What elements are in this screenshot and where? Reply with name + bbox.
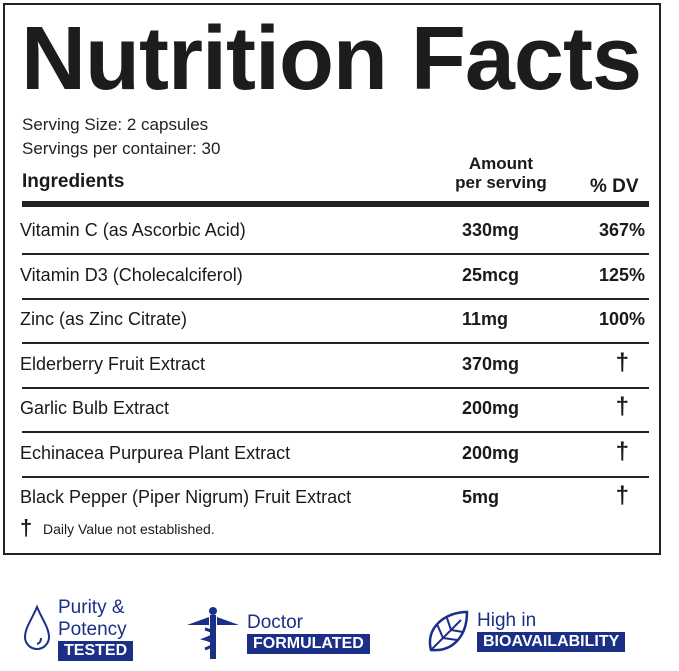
- thick-divider: [22, 201, 649, 207]
- table-row: Echinacea Purpurea Plant Extract 200mg †: [5, 432, 663, 476]
- amount-per-serving: 25mcg: [462, 264, 520, 285]
- badge-doctor: Doctor FORMULATED: [185, 605, 370, 661]
- ingredient-name: Garlic Bulb Extract: [20, 398, 170, 418]
- amount-per-serving: 200mg: [462, 442, 520, 463]
- droplet-icon: [23, 604, 51, 650]
- caduceus-icon: [187, 607, 239, 659]
- daily-value: 100%: [598, 309, 645, 329]
- footnote-text: Daily Value not established.: [43, 521, 215, 537]
- badge-box: BIOAVAILABILITY: [477, 632, 626, 652]
- table-row: Vitamin C (as Ascorbic Acid) 330mg 367%: [5, 209, 663, 253]
- table-row: Elderberry Fruit Extract 370mg †: [5, 343, 663, 387]
- serving-size: Serving Size: 2 capsules: [22, 115, 209, 134]
- row-divider: [22, 386, 649, 389]
- ingredient-name: Black Pepper (Piper Nigrum) Fruit Extrac…: [20, 487, 352, 507]
- table-row: Zinc (as Zinc Citrate) 11mg 100%: [5, 298, 663, 342]
- amount-per-serving: 370mg: [462, 353, 520, 374]
- daily-value: †: [615, 437, 629, 465]
- badge-line1: Doctor: [247, 612, 303, 633]
- dv-header: % DV: [590, 176, 639, 197]
- amount-header: Amount per serving: [441, 154, 561, 192]
- ingredients-header: Ingredients: [22, 171, 125, 192]
- amount-header-line2: per serving: [455, 173, 547, 192]
- amount-header-line1: Amount: [468, 154, 534, 173]
- amount-per-serving: 200mg: [462, 398, 520, 418]
- row-divider: [22, 431, 649, 433]
- table-row: Vitamin D3 (Cholecalciferol) 25mcg 125%: [5, 254, 663, 298]
- badge-purity: Purity & Potency TESTED: [22, 597, 134, 661]
- row-divider: [22, 475, 649, 478]
- row-divider: [22, 297, 649, 300]
- daily-value: †: [615, 348, 629, 376]
- amount-per-serving: 11mg: [462, 309, 509, 329]
- row-divider: [22, 253, 649, 255]
- dagger-symbol: †: [20, 515, 33, 540]
- amount-per-serving: 5mg: [462, 487, 500, 507]
- badge-bioavailability: High in BIOAVAILABILITY: [425, 608, 626, 654]
- ingredient-name: Echinacea Purpurea Plant Extract: [20, 442, 291, 463]
- daily-value: 125%: [598, 264, 645, 285]
- page-title: Nutrition Facts: [21, 9, 642, 109]
- daily-value: 367%: [598, 220, 645, 240]
- ingredient-name: Elderberry Fruit Extract: [20, 353, 206, 374]
- badge-line2: Potency: [58, 619, 127, 640]
- leaf-icon: [428, 610, 469, 652]
- badge-box: FORMULATED: [247, 634, 370, 654]
- badge-line1: High in: [477, 610, 537, 631]
- amount-per-serving: 330mg: [462, 220, 520, 240]
- badge-line1: Purity &: [58, 597, 125, 618]
- ingredient-name: Zinc (as Zinc Citrate): [20, 309, 188, 329]
- daily-value: †: [615, 482, 629, 509]
- nutrition-facts-panel: Nutrition Facts Serving Size: 2 capsules…: [3, 3, 661, 555]
- ingredient-name: Vitamin D3 (Cholecalciferol): [20, 264, 243, 285]
- row-divider: [22, 342, 649, 344]
- daily-value: †: [615, 393, 629, 420]
- table-row: Black Pepper (Piper Nigrum) Fruit Extrac…: [5, 476, 663, 520]
- table-row: Garlic Bulb Extract 200mg †: [5, 387, 663, 431]
- badge-box: TESTED: [58, 641, 134, 661]
- servings-per-container: Servings per container: 30: [22, 139, 221, 158]
- ingredient-name: Vitamin C (as Ascorbic Acid): [20, 220, 246, 240]
